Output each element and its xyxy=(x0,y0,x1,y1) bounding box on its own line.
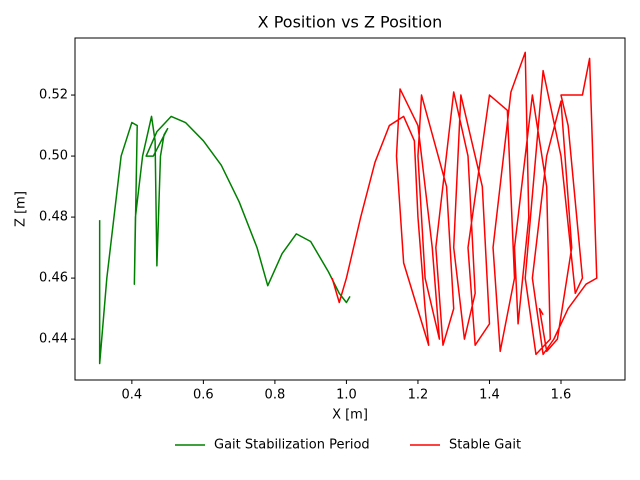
y-tick-label: 0.44 xyxy=(39,332,68,347)
y-tick-label: 0.46 xyxy=(39,271,68,286)
chart-title: X Position vs Z Position xyxy=(258,13,443,32)
x-tick-label: 1.0 xyxy=(336,388,357,403)
series-line xyxy=(98,115,351,365)
plot-frame xyxy=(74,37,626,381)
y-axis-label: Z [m] xyxy=(14,191,29,227)
y-tick-label: 0.50 xyxy=(39,149,68,164)
y-tick-label: 0.48 xyxy=(39,210,68,225)
x-tick-label: 1.2 xyxy=(408,388,429,403)
x-tick-label: 0.8 xyxy=(265,388,286,403)
y-tick-label: 0.52 xyxy=(39,88,68,103)
x-tick-label: 0.6 xyxy=(193,388,214,403)
legend-label: Gait Stabilization Period xyxy=(214,438,370,453)
x-tick-label: 0.4 xyxy=(122,388,143,403)
series-line xyxy=(331,51,598,356)
x-tick-label: 1.6 xyxy=(551,388,572,403)
x-axis-label: X [m] xyxy=(332,408,368,423)
legend-label: Stable Gait xyxy=(449,438,521,453)
x-tick-label: 1.4 xyxy=(479,388,500,403)
